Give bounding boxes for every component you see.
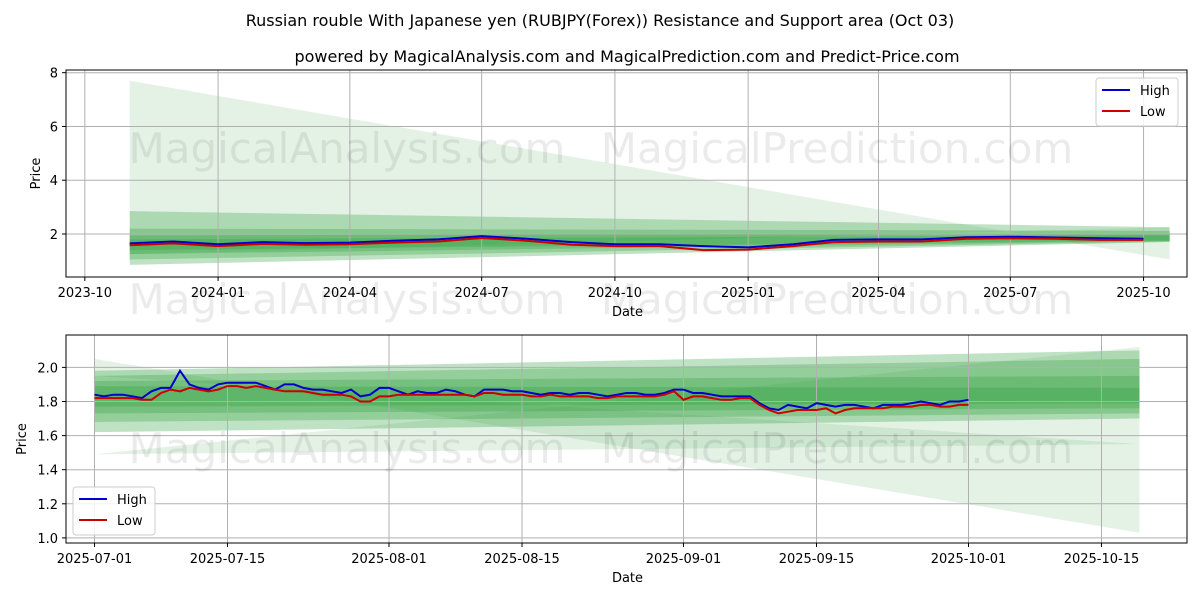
legend-label-low: Low [1140, 105, 1166, 120]
x-tick-label: 2024-07 [455, 286, 509, 301]
chart-subtitle: powered by MagicalAnalysis.com and Magic… [294, 47, 959, 66]
x-tick-label: 2025-10-01 [931, 552, 1007, 567]
x-tick-label: 2025-10-15 [1064, 552, 1140, 567]
watermark-text: MagicalPrediction.com [601, 124, 1074, 173]
x-tick-label: 2025-04 [851, 286, 905, 301]
top-plot: MagicalAnalysis.com MagicalPrediction.com… [29, 67, 1188, 324]
y-axis-label: Price [15, 423, 30, 455]
y-tick-label: 1.8 [37, 395, 58, 410]
x-axis-label: Date [612, 305, 643, 320]
x-tick-label: 2025-09-01 [646, 552, 722, 567]
watermark-text: MagicalPrediction.com [601, 275, 1074, 324]
legend-label-low: Low [117, 514, 143, 529]
y-tick-label: 1.2 [37, 498, 58, 513]
watermark-text: MagicalPrediction.com [601, 424, 1074, 473]
x-tick-label: 2024-04 [323, 286, 377, 301]
x-tick-label: 2025-10 [1116, 286, 1170, 301]
legend: High Low [1095, 77, 1179, 127]
series-line-high [129, 235, 1144, 249]
x-axis-label: Date [612, 571, 643, 586]
support-resistance-band [129, 211, 1170, 265]
watermark-text: MagicalAnalysis.com [129, 424, 566, 473]
support-resistance-band [94, 346, 1140, 455]
band-group [94, 346, 1140, 533]
y-tick-label: 2.0 [37, 361, 58, 376]
support-resistance-band [94, 358, 1140, 533]
y-tick-label: 1.0 [37, 532, 58, 547]
x-tick-label: 2025-09-15 [779, 552, 855, 567]
watermark-text: MagicalAnalysis.com [129, 124, 566, 173]
x-tick-label: 2025-08-01 [351, 552, 427, 567]
y-tick-label: 1.6 [37, 430, 58, 445]
x-tick-label: 2025-07 [983, 286, 1037, 301]
series-group [94, 368, 969, 415]
x-tick-label: 2024-10 [588, 286, 642, 301]
bottom-plot: MagicalAnalysis.com MagicalPrediction.com… [15, 334, 1188, 586]
y-tick-label: 1.4 [37, 464, 58, 479]
x-tick-label: 2025-07-15 [190, 552, 266, 567]
support-resistance-band [94, 350, 1140, 433]
support-resistance-band [129, 80, 1170, 260]
axes-frame [65, 334, 1188, 544]
x-tick-label: 2025-01 [721, 286, 775, 301]
y-tick-label: 2 [50, 228, 58, 243]
y-tick-label: 8 [50, 67, 58, 82]
legend: High Low [72, 486, 156, 536]
legend-label-high: High [117, 493, 147, 508]
y-tick-label: 6 [50, 120, 58, 135]
x-tick-label: 2023-10 [58, 286, 112, 301]
y-axis-label: Price [29, 158, 44, 190]
series-line-high [94, 368, 969, 412]
x-tick-label: 2024-01 [191, 286, 245, 301]
series-line-low [129, 236, 1144, 252]
series-line-low [94, 385, 969, 415]
series-group [129, 235, 1144, 252]
x-tick-label: 2025-07-01 [57, 552, 133, 567]
y-tick-label: 4 [50, 174, 58, 189]
chart-title: Russian rouble With Japanese yen (RUBJPY… [246, 11, 955, 30]
x-tick-label: 2025-08-15 [484, 552, 560, 567]
watermark-text: MagicalAnalysis.com [129, 275, 566, 324]
legend-label-high: High [1140, 84, 1170, 99]
axes-frame [65, 69, 1188, 278]
